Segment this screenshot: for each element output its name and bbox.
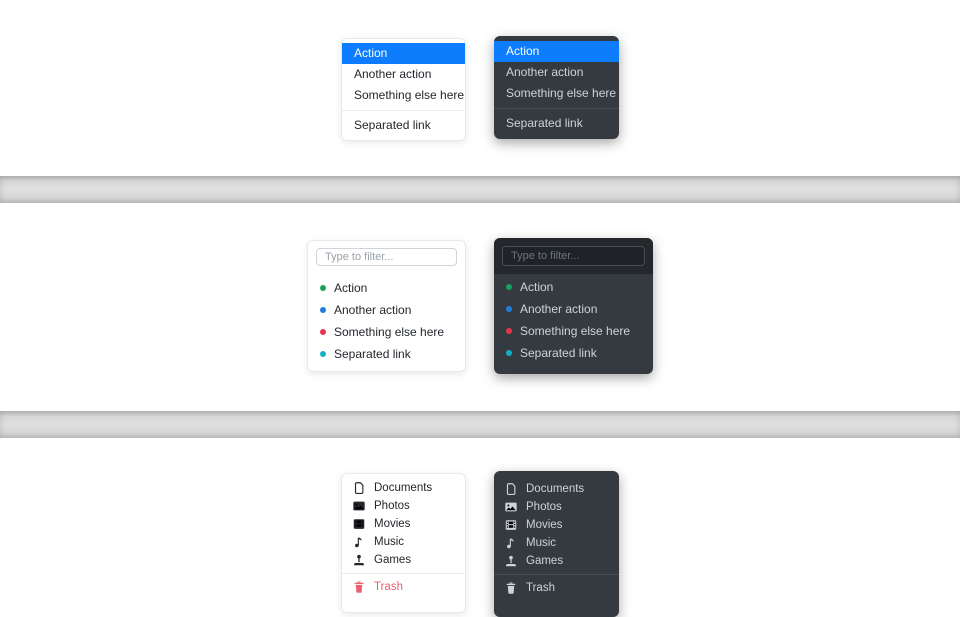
menu-item-label: Movies	[374, 518, 411, 530]
menu-item-something-else[interactable]: Something else here	[494, 320, 653, 342]
menu-item-label: Trash	[526, 582, 555, 594]
filter-header	[494, 238, 653, 274]
red-dot-icon	[506, 328, 512, 334]
menu-item-label: Movies	[526, 519, 563, 531]
menu-item-label: Games	[526, 555, 564, 567]
menu-item-documents[interactable]: Documents	[494, 480, 619, 498]
menu-separator	[494, 108, 619, 109]
menu-item-another-action[interactable]: Another action	[494, 298, 653, 320]
menu-item-label: Trash	[374, 581, 403, 593]
menu-item-label: Something else here	[334, 325, 445, 339]
components-showcase-page: { "colors": { "accent_blue": "#0d7dfe", …	[0, 36, 960, 617]
files-menu-light: Documents Photos Movies Music Games Tras…	[341, 473, 466, 613]
filter-input[interactable]	[502, 246, 645, 266]
menu-item-music[interactable]: Music	[494, 534, 619, 552]
menu-item-label: Photos	[526, 501, 562, 513]
menu-item-separated-link[interactable]: Separated link	[506, 116, 583, 130]
menu-item-separated-link[interactable]: Separated link	[308, 343, 465, 365]
menu-item-label: Separated link	[334, 347, 411, 361]
menu-item-label: Documents	[526, 483, 585, 495]
menu-item-games[interactable]: Games	[494, 552, 619, 570]
filter-list: Action Another action Something else her…	[494, 274, 653, 374]
games-icon	[353, 554, 365, 566]
menu-item-label: Photos	[374, 500, 410, 512]
menu-item-something-else[interactable]: Something else here	[308, 321, 465, 343]
music-icon	[355, 537, 362, 548]
menu-item-action[interactable]: Action	[494, 276, 653, 298]
filter-menu-light: Action Another action Something else her…	[307, 240, 466, 372]
menu-item-something-else[interactable]: Something else here	[354, 88, 465, 102]
photos-icon	[505, 502, 517, 512]
basic-menu-light: Action Another action Something else her…	[341, 38, 466, 141]
menu-item-photos[interactable]: Photos	[342, 497, 465, 515]
menu-separator	[342, 573, 465, 574]
filter-header	[308, 241, 465, 273]
green-dot-icon	[320, 285, 326, 291]
menu-item-something-else[interactable]: Something else here	[506, 86, 617, 100]
menu-item-music[interactable]: Music	[342, 533, 465, 551]
menu-item-trash[interactable]: Trash	[342, 578, 465, 596]
menu-item-separated-link[interactable]: Separated link	[354, 118, 431, 132]
red-dot-icon	[320, 329, 326, 335]
filter-menu-dark: Action Another action Something else her…	[494, 238, 653, 374]
cyan-dot-icon	[506, 350, 512, 356]
files-menu-dark: Documents Photos Movies Music Games Tras…	[494, 471, 619, 617]
menu-item-label: Action	[334, 281, 368, 295]
menu-item-photos[interactable]: Photos	[494, 498, 619, 516]
menu-item-another-action[interactable]: Another action	[506, 65, 584, 79]
documents-icon	[506, 483, 516, 495]
menu-item-label: Music	[374, 536, 405, 548]
section-divider-band	[0, 411, 960, 438]
blue-dot-icon	[320, 307, 326, 313]
blue-dot-icon	[506, 306, 512, 312]
cyan-dot-icon	[320, 351, 326, 357]
photos-icon	[353, 501, 365, 511]
filter-input[interactable]	[316, 248, 457, 266]
menu-item-games[interactable]: Games	[342, 551, 465, 569]
trash-icon	[506, 582, 516, 594]
green-dot-icon	[506, 284, 512, 290]
menu-item-movies[interactable]: Movies	[494, 516, 619, 534]
filter-list: Action Another action Something else her…	[308, 273, 465, 373]
menu-separator	[342, 110, 465, 111]
menu-item-action[interactable]: Action	[342, 43, 465, 64]
menu-item-trash[interactable]: Trash	[494, 579, 619, 597]
section-divider-band	[0, 176, 960, 203]
menu-item-separated-link[interactable]: Separated link	[494, 342, 653, 364]
menu-item-label: Games	[374, 554, 412, 566]
movies-icon	[505, 520, 517, 530]
games-icon	[505, 555, 517, 567]
menu-item-label: Documents	[374, 482, 433, 494]
menu-item-another-action[interactable]: Another action	[354, 67, 432, 81]
menu-item-documents[interactable]: Documents	[342, 479, 465, 497]
menu-separator	[494, 574, 619, 575]
menu-item-label: Something else here	[520, 324, 631, 338]
menu-item-movies[interactable]: Movies	[342, 515, 465, 533]
menu-item-action[interactable]: Action	[308, 277, 465, 299]
menu-item-label: Music	[526, 537, 557, 549]
menu-item-action[interactable]: Action	[494, 41, 619, 62]
music-icon	[507, 538, 514, 549]
movies-icon	[353, 519, 365, 529]
menu-item-label: Another action	[334, 303, 412, 317]
basic-menu-dark: Action Another action Something else her…	[494, 36, 619, 139]
menu-item-label: Action	[520, 280, 554, 294]
trash-icon	[354, 581, 364, 593]
menu-item-label: Another action	[520, 302, 598, 316]
documents-icon	[354, 482, 364, 494]
menu-item-another-action[interactable]: Another action	[308, 299, 465, 321]
menu-item-label: Separated link	[520, 346, 597, 360]
